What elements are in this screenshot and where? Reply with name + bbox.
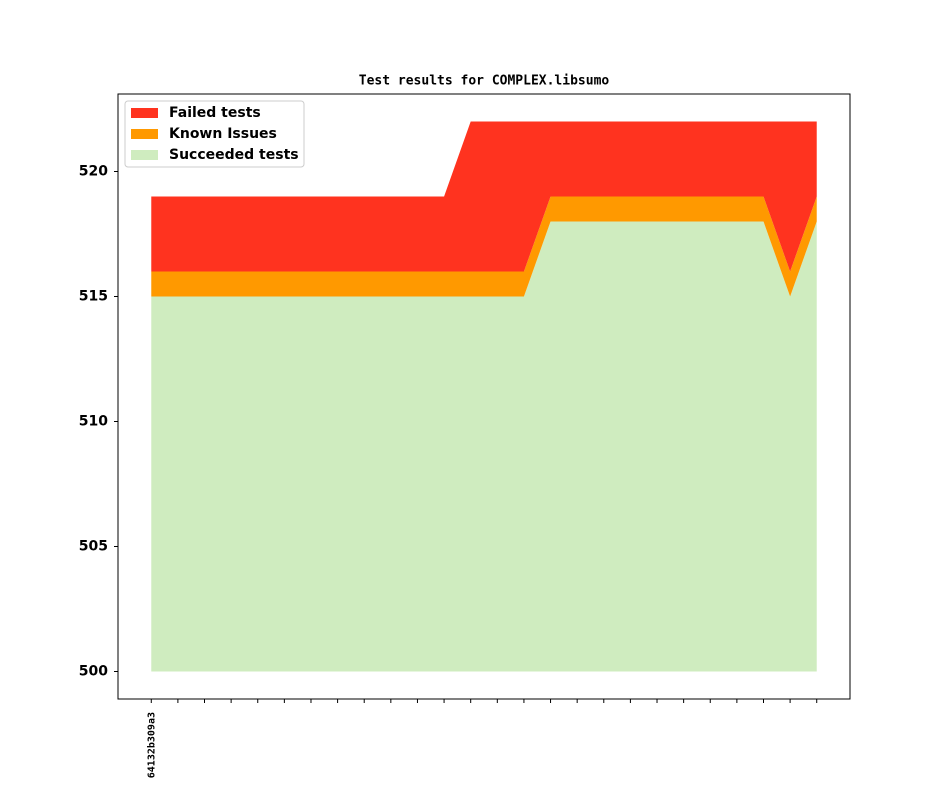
- legend-label: Known Issues: [169, 126, 277, 142]
- legend-label: Failed tests: [169, 105, 261, 121]
- legend-swatch: [131, 108, 158, 118]
- legend-label: Succeeded tests: [169, 147, 299, 163]
- legend-box: [124, 100, 305, 168]
- y-tick-label: 510: [79, 414, 108, 430]
- plot-frame: [117, 93, 851, 700]
- legend: Failed tests Known Issues Succeeded tests: [124, 100, 305, 168]
- legend-swatch: [131, 129, 158, 139]
- area: [151, 121, 817, 272]
- chart-title: Test results for COMPLEX.libsumo: [359, 74, 610, 89]
- y-tick-label: 520: [79, 164, 108, 180]
- y-tick-label: 515: [79, 289, 108, 305]
- area: [151, 221, 817, 672]
- y-tick-label: 505: [79, 539, 108, 555]
- legend-swatch: [131, 150, 158, 160]
- y-tick-label: 500: [79, 664, 108, 680]
- x-tick-label: 64132b309a3: [146, 712, 157, 778]
